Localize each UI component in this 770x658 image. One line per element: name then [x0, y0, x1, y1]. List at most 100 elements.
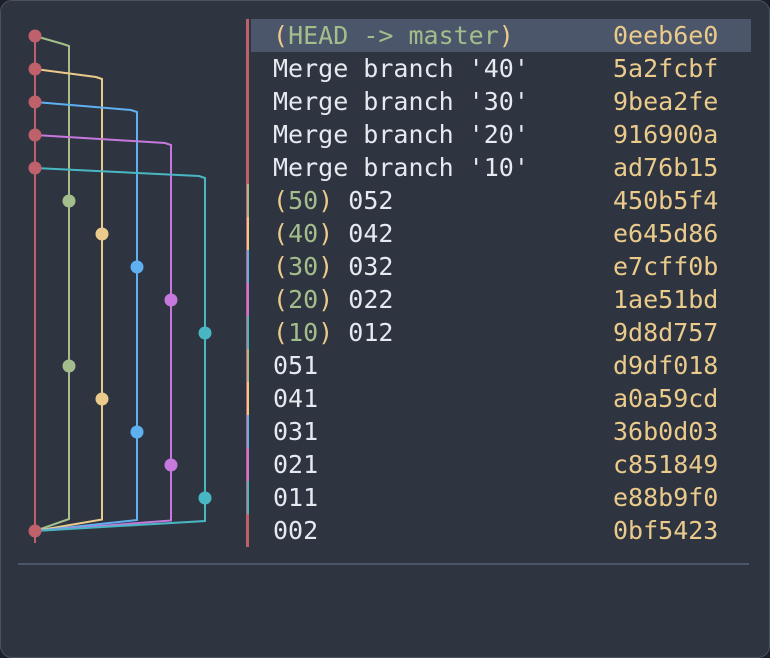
commit-message-text: 042: [348, 219, 394, 248]
commit-hash: 36b0d03: [613, 417, 719, 446]
commit-message: 041: [273, 382, 318, 415]
commit-hash: ad76b15: [613, 153, 719, 182]
commit-node[interactable]: [164, 293, 178, 307]
commit-node[interactable]: [130, 260, 144, 274]
commit-message-text: 002: [273, 516, 319, 545]
commit-message-text: Merge branch '30': [273, 87, 529, 116]
commit-row[interactable]: (20) 022 1ae51bd: [247, 283, 751, 316]
commit-row[interactable]: (10) 012 9d8d757: [247, 316, 751, 349]
commit-node[interactable]: [95, 227, 109, 241]
commit-node[interactable]: [62, 359, 76, 373]
commit-row[interactable]: 051 d9df018: [247, 349, 751, 382]
commit-row[interactable]: (40) 042 e645d86: [247, 217, 751, 250]
commit-hash: 0eeb6e0: [613, 21, 719, 50]
commit-hash: e88b9f0: [613, 483, 719, 512]
commit-message: (50) 052: [273, 184, 393, 217]
commit-hash: 450b5f4: [613, 186, 719, 215]
lane-color-bar: [247, 184, 249, 217]
commit-node[interactable]: [198, 326, 212, 340]
commit-message: 051: [273, 349, 318, 382]
lane-color-bar: [247, 118, 249, 151]
commit-node[interactable]: [28, 95, 42, 109]
commit-hash: 9bea2fe: [613, 87, 719, 116]
commit-message-text: 022: [348, 285, 394, 314]
commit-row[interactable]: Merge branch '10' ad76b15: [247, 151, 751, 184]
ref-open-paren: (: [273, 252, 289, 281]
lane-color-bar: [247, 316, 249, 349]
ref-close-paren: ): [498, 21, 514, 50]
lane-color-bar: [247, 151, 249, 184]
commit-row[interactable]: Merge branch '30' 9bea2fe: [247, 85, 751, 118]
commit-row[interactable]: 002 0bf5423: [247, 514, 751, 547]
commit-message: 011: [273, 481, 318, 514]
commit-message: Merge branch '40': [273, 52, 529, 85]
ref-open-paren: (: [273, 186, 289, 215]
commit-node[interactable]: [164, 458, 178, 472]
commit-message-text: 041: [273, 384, 319, 413]
commit-node[interactable]: [28, 161, 42, 175]
commit-message: 021: [273, 448, 318, 481]
commit-node[interactable]: [28, 62, 42, 76]
commit-row[interactable]: Merge branch '20' 916900a: [247, 118, 751, 151]
commit-row[interactable]: 031 36b0d03: [247, 415, 751, 448]
ref-label: 10: [288, 318, 319, 347]
branch-line-5: [34, 167, 206, 532]
commit-row[interactable]: 021 c851849: [247, 448, 751, 481]
branch-line-3: [34, 101, 138, 532]
commit-message: (10) 012: [273, 316, 393, 349]
lane-color-bar: [247, 382, 249, 415]
lane-color-bar: [247, 85, 249, 118]
commit-hash: c851849: [613, 450, 719, 479]
ref-label: HEAD -> master: [288, 21, 499, 50]
commit-message-text: 012: [348, 318, 394, 347]
commit-hash: d9df018: [613, 351, 719, 380]
lane-color-bar: [247, 283, 249, 316]
ref-label: 50: [288, 186, 319, 215]
commit-message: (40) 042: [273, 217, 393, 250]
commit-row[interactable]: 041 a0a59cd: [247, 382, 751, 415]
commit-row[interactable]: Merge branch '40' 5a2fcbf: [247, 52, 751, 85]
commit-row[interactable]: (30) 032 e7cff0b: [247, 250, 751, 283]
commit-hash: 1ae51bd: [613, 285, 719, 314]
commit-message-text: 032: [348, 252, 394, 281]
ref-open-paren: (: [273, 318, 289, 347]
ref-close-paren: ): [318, 285, 334, 314]
commit-message-text: 021: [273, 450, 319, 479]
commit-node[interactable]: [62, 194, 76, 208]
commit-message: 031: [273, 415, 318, 448]
commit-node[interactable]: [198, 491, 212, 505]
commit-message: Merge branch '30': [273, 85, 529, 118]
ref-close-paren: ): [318, 318, 334, 347]
lane-color-bar: [247, 19, 249, 52]
commit-node[interactable]: [130, 425, 144, 439]
commit-message: (20) 022: [273, 283, 393, 316]
commit-row[interactable]: (50) 052 450b5f4: [247, 184, 751, 217]
commit-hash: a0a59cd: [613, 384, 719, 413]
commit-hash: e7cff0b: [613, 252, 719, 281]
lane-color-bar: [247, 514, 249, 547]
commit-message: (HEAD -> master): [273, 19, 514, 52]
commit-message-text: Merge branch '10': [273, 153, 529, 182]
lane-color-bar: [247, 481, 249, 514]
ref-open-paren: (: [273, 21, 289, 50]
commit-hash: 0bf5423: [613, 516, 719, 545]
ref-label: 30: [288, 252, 319, 281]
commit-node[interactable]: [28, 29, 42, 43]
commit-message: (30) 032: [273, 250, 393, 283]
commit-row[interactable]: 011 e88b9f0: [247, 481, 751, 514]
commit-node[interactable]: [95, 392, 109, 406]
commit-node[interactable]: [28, 524, 42, 538]
commit-row[interactable]: (HEAD -> master) 0eeb6e0: [247, 19, 751, 52]
commit-message-text: 051: [273, 351, 319, 380]
commit-message-text: 031: [273, 417, 319, 446]
lane-color-bar: [247, 52, 249, 85]
commit-message-text: Merge branch '20': [273, 120, 529, 149]
ref-label: 40: [288, 219, 319, 248]
branch-line-1: [34, 35, 70, 532]
commit-message-text: Merge branch '40': [273, 54, 529, 83]
branch-line-2: [34, 68, 103, 532]
ref-close-paren: ): [318, 186, 334, 215]
commit-node[interactable]: [28, 128, 42, 142]
lane-color-bar: [247, 448, 249, 481]
